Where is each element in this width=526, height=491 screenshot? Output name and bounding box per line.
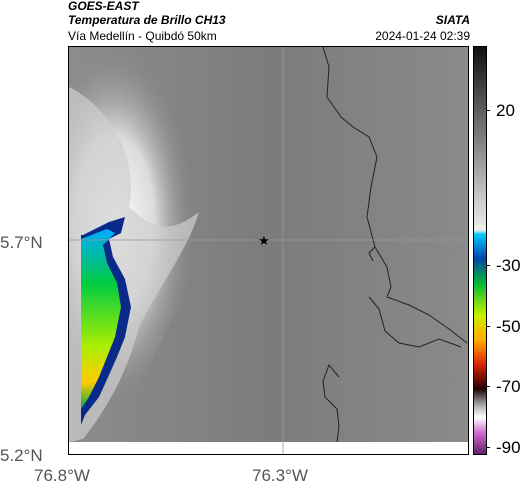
colorbar-gradient bbox=[474, 47, 486, 454]
colorbar-label-20: 20 bbox=[496, 101, 515, 120]
route-subtitle: Vía Medellín - Quibdó 50km bbox=[68, 29, 217, 43]
colorbar-tick bbox=[486, 386, 490, 387]
map-canvas: ★ bbox=[69, 47, 468, 454]
map-bottom-margin bbox=[69, 442, 468, 454]
lon-label-76.3: 76.3°W bbox=[252, 466, 308, 485]
colorbar bbox=[473, 46, 487, 455]
lat-label-5.7: 5.7°N bbox=[0, 233, 43, 252]
colorbar-label-minus90: -90 bbox=[496, 438, 521, 457]
colorbar-tick bbox=[486, 447, 490, 448]
star-icon: ★ bbox=[258, 234, 270, 249]
convective-core bbox=[81, 229, 121, 409]
product-title: Temperatura de Brillo CH13 bbox=[68, 13, 226, 27]
satellite-label: GOES-EAST bbox=[68, 0, 139, 13]
colorbar-tick bbox=[486, 326, 490, 327]
boundary-line-south bbox=[322, 364, 340, 443]
org-label: SIATA bbox=[435, 13, 470, 27]
satellite-map[interactable]: ★ bbox=[68, 46, 469, 455]
lat-label-5.2: 5.2°N bbox=[0, 446, 43, 465]
boundary-line-mid bbox=[368, 296, 462, 348]
colorbar-label-minus50: -50 bbox=[496, 317, 521, 336]
colorbar-tick bbox=[486, 265, 490, 266]
boundary-line-east bbox=[322, 47, 468, 344]
colorbar-tick bbox=[486, 110, 490, 111]
lon-label-76.8: 76.8°W bbox=[34, 466, 90, 485]
boundary-line-branch bbox=[368, 246, 376, 262]
datetime-label: 2024-01-24 02:39 bbox=[375, 29, 470, 43]
colorbar-label-minus70: -70 bbox=[496, 377, 521, 396]
colorbar-label-minus30: -30 bbox=[496, 256, 521, 275]
